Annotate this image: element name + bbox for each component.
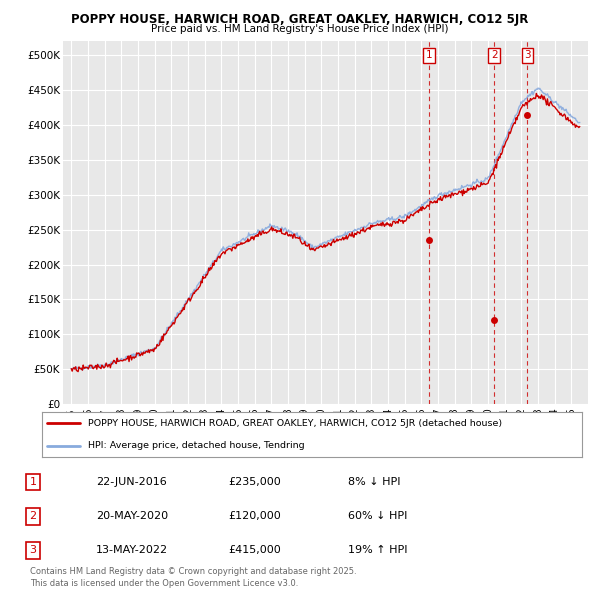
Text: 3: 3 [29, 546, 37, 555]
Text: £235,000: £235,000 [228, 477, 281, 487]
Text: £120,000: £120,000 [228, 512, 281, 521]
Text: POPPY HOUSE, HARWICH ROAD, GREAT OAKLEY, HARWICH, CO12 5JR (detached house): POPPY HOUSE, HARWICH ROAD, GREAT OAKLEY,… [88, 419, 502, 428]
Text: Contains HM Land Registry data © Crown copyright and database right 2025.
This d: Contains HM Land Registry data © Crown c… [30, 568, 356, 588]
Text: 19% ↑ HPI: 19% ↑ HPI [348, 546, 407, 555]
Text: £415,000: £415,000 [228, 546, 281, 555]
Text: 1: 1 [29, 477, 37, 487]
Text: POPPY HOUSE, HARWICH ROAD, GREAT OAKLEY, HARWICH, CO12 5JR: POPPY HOUSE, HARWICH ROAD, GREAT OAKLEY,… [71, 13, 529, 26]
Text: 1: 1 [426, 50, 433, 60]
Text: 3: 3 [524, 50, 531, 60]
Text: 20-MAY-2020: 20-MAY-2020 [96, 512, 168, 521]
Text: 2: 2 [491, 50, 497, 60]
Text: 60% ↓ HPI: 60% ↓ HPI [348, 512, 407, 521]
Text: 2: 2 [29, 512, 37, 521]
Text: 8% ↓ HPI: 8% ↓ HPI [348, 477, 401, 487]
Text: Price paid vs. HM Land Registry's House Price Index (HPI): Price paid vs. HM Land Registry's House … [151, 24, 449, 34]
Text: HPI: Average price, detached house, Tendring: HPI: Average price, detached house, Tend… [88, 441, 305, 450]
Text: 22-JUN-2016: 22-JUN-2016 [96, 477, 167, 487]
Text: 13-MAY-2022: 13-MAY-2022 [96, 546, 168, 555]
